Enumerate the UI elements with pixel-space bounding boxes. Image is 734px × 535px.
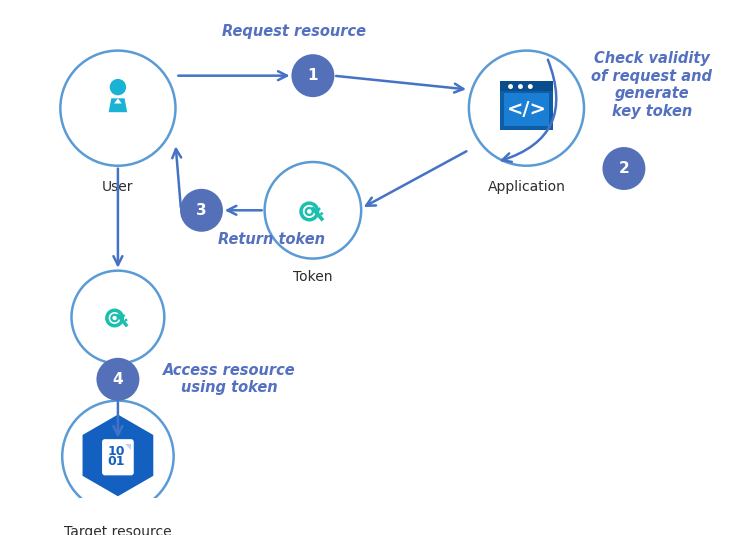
Polygon shape [114, 98, 122, 103]
Circle shape [62, 401, 174, 512]
Text: Request resource: Request resource [222, 24, 366, 39]
Circle shape [292, 55, 333, 96]
Text: </>: </> [506, 101, 546, 119]
Polygon shape [116, 313, 128, 327]
Text: 3: 3 [196, 203, 207, 218]
Polygon shape [109, 98, 127, 112]
Text: Token: Token [98, 373, 138, 387]
Circle shape [181, 190, 222, 231]
Polygon shape [121, 314, 126, 318]
Circle shape [518, 84, 523, 89]
Text: Check validity
of request and
generate
key token: Check validity of request and generate k… [592, 51, 712, 119]
Text: User: User [102, 180, 134, 194]
Text: 10: 10 [108, 445, 125, 458]
Text: 01: 01 [108, 455, 125, 469]
Circle shape [265, 162, 361, 258]
Text: 4: 4 [112, 372, 123, 387]
Text: Return token: Return token [217, 232, 324, 247]
Circle shape [508, 84, 513, 89]
Circle shape [109, 79, 126, 95]
Circle shape [60, 51, 175, 166]
Text: Token: Token [293, 270, 333, 284]
FancyBboxPatch shape [102, 439, 134, 476]
Circle shape [469, 51, 584, 166]
Text: Application: Application [487, 180, 565, 194]
Polygon shape [310, 207, 324, 221]
Polygon shape [316, 207, 321, 212]
Circle shape [110, 314, 119, 323]
Text: Target resource: Target resource [64, 525, 172, 535]
Text: Access resource
using token: Access resource using token [163, 363, 296, 395]
Polygon shape [124, 318, 128, 322]
FancyBboxPatch shape [504, 93, 549, 126]
FancyBboxPatch shape [500, 81, 553, 131]
Circle shape [98, 359, 138, 400]
Circle shape [307, 209, 312, 214]
Circle shape [305, 207, 314, 216]
Polygon shape [319, 212, 324, 216]
Text: 2: 2 [619, 161, 629, 176]
Polygon shape [82, 415, 153, 496]
FancyBboxPatch shape [500, 81, 553, 91]
Circle shape [603, 148, 644, 189]
Polygon shape [126, 444, 131, 450]
Circle shape [528, 84, 533, 89]
Text: 1: 1 [308, 68, 318, 83]
Circle shape [71, 271, 164, 363]
Circle shape [112, 316, 117, 320]
